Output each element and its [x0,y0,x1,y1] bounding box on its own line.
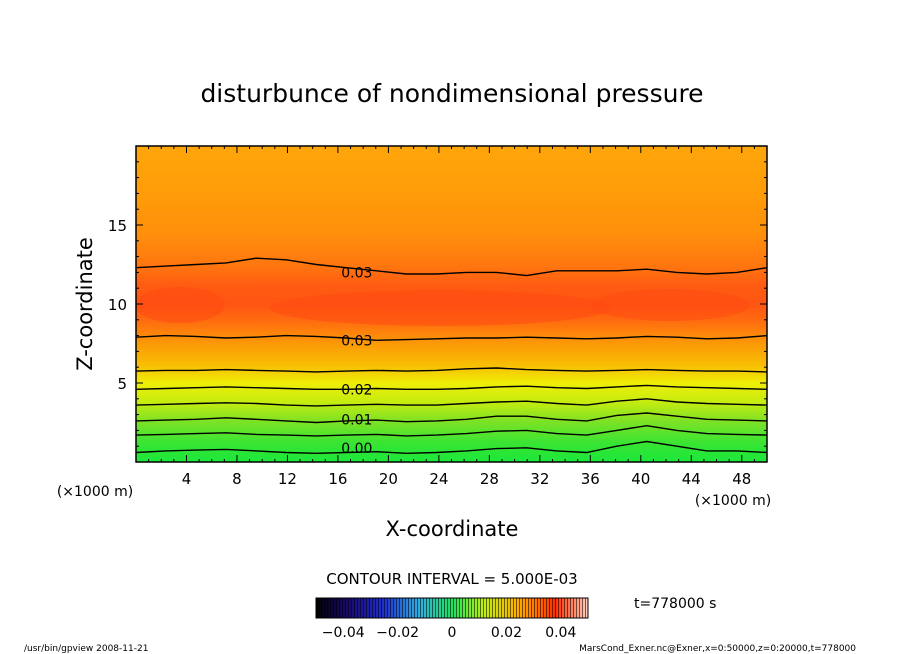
pressure-peak-center [270,290,610,326]
chart-title: disturbunce of nondimensional pressure [200,79,703,108]
colorbar-frame [315,597,589,619]
footer-left: /usr/bin/gpview 2008-11-21 [24,644,148,654]
x-unit-right-label: (×1000 m) [695,493,771,509]
contour-field [136,146,767,462]
x-tick-label: 24 [429,470,448,488]
contour-interval-label: CONTOUR INTERVAL = 5.000E-03 [326,570,577,588]
contour-label: 0.01 [341,412,372,428]
contour-line [136,334,767,342]
x-tick-label: 20 [379,470,398,488]
x-tick-label: 32 [530,470,549,488]
colorbar-tick-label: −0.02 [376,625,419,641]
contour-label: 0.00 [341,441,372,457]
x-tick-label: 48 [732,470,751,488]
y-axis: 5 10 15 [108,161,767,447]
colorbar-tick-label: 0.04 [545,625,576,641]
x-tick-label: 12 [278,470,297,488]
x-tick-label: 40 [631,470,650,488]
x-tick-label: 28 [480,470,499,488]
x-tick-label: 8 [232,470,242,488]
y-tick-label: 10 [108,296,127,314]
contour-line [136,440,767,455]
colorbar-ticks: −0.04 −0.02 0 0.02 0.04 [322,625,577,641]
contour-label: 0.02 [341,382,372,398]
colorbar-stripes [316,598,588,618]
colorbar-tick-label: −0.04 [322,625,365,641]
colorbar-tick-label: 0 [448,625,457,641]
contour-line [136,424,767,437]
y-tick-label: 15 [108,217,127,235]
contour-line [136,412,767,424]
y-tick-label: 5 [117,375,127,393]
contour-label: 0.03 [341,265,372,281]
pressure-peak-right [590,289,750,321]
contour-line [136,384,767,390]
colorbar-tick-label: 0.02 [491,625,522,641]
x-axis-label: X-coordinate [386,517,519,541]
x-tick-label: 16 [328,470,347,488]
contour-line [136,367,767,373]
footer-right: MarsCond_Exner.nc@Exner,x=0:50000,z=0:20… [579,644,856,654]
x-unit-left-label: (×1000 m) [57,484,133,500]
x-tick-label: 4 [182,470,192,488]
x-tick-label: 36 [581,470,600,488]
y-axis-label: Z-coordinate [73,237,97,371]
contour-line [136,398,767,407]
pressure-peak-left [136,287,225,323]
x-tick-label: 44 [682,470,701,488]
x-axis: 4 8 12 16 20 24 28 32 36 40 44 48 [148,146,755,488]
contour-line [136,257,767,277]
contour-label: 0.03 [341,333,372,349]
contour-lines [136,257,767,455]
contour-labels: 0.03 0.03 0.02 0.01 0.00 [341,265,372,456]
time-label: t=778000 s [634,596,716,612]
